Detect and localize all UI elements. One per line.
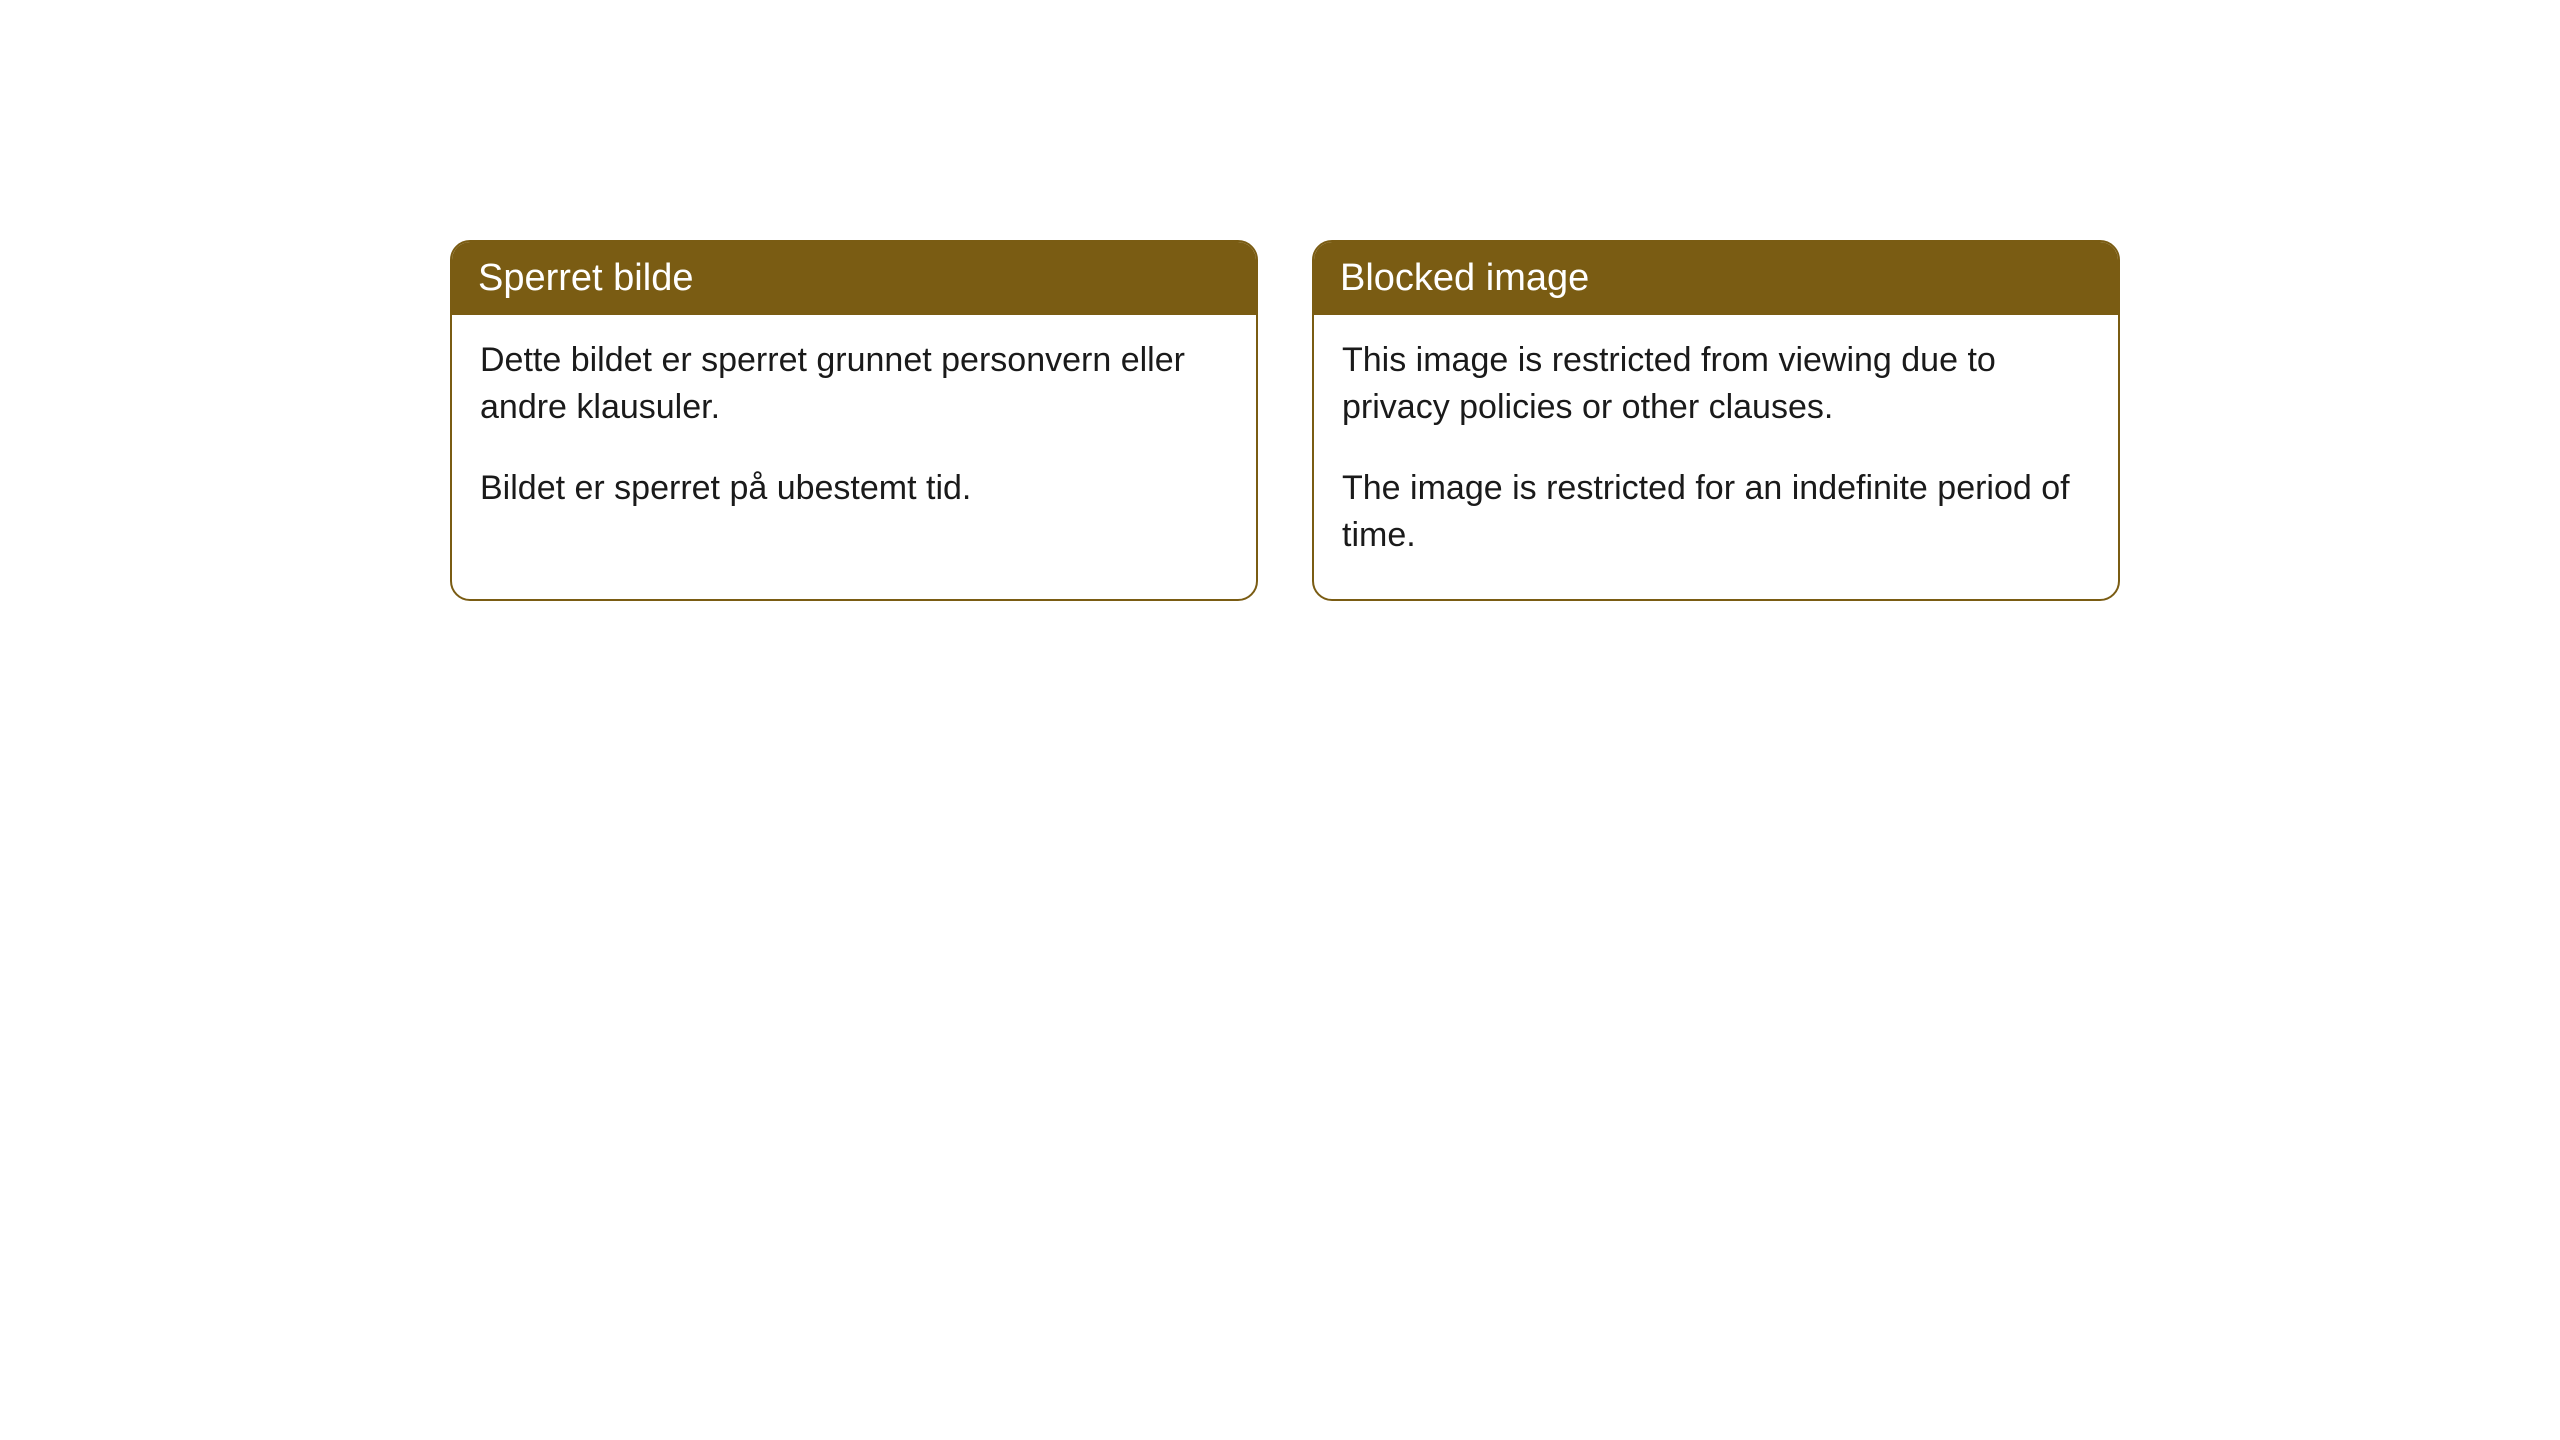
notice-header: Blocked image: [1314, 242, 2118, 315]
notice-container: Sperret bilde Dette bildet er sperret gr…: [450, 240, 2120, 601]
notice-paragraph: Dette bildet er sperret grunnet personve…: [480, 337, 1228, 431]
notice-body: Dette bildet er sperret grunnet personve…: [452, 315, 1256, 552]
notice-card-english: Blocked image This image is restricted f…: [1312, 240, 2120, 601]
notice-paragraph: This image is restricted from viewing du…: [1342, 337, 2090, 431]
notice-title: Blocked image: [1340, 257, 1589, 299]
notice-card-norwegian: Sperret bilde Dette bildet er sperret gr…: [450, 240, 1258, 601]
notice-header: Sperret bilde: [452, 242, 1256, 315]
notice-paragraph: The image is restricted for an indefinit…: [1342, 465, 2090, 559]
notice-title: Sperret bilde: [478, 257, 693, 299]
notice-paragraph: Bildet er sperret på ubestemt tid.: [480, 465, 1228, 512]
notice-body: This image is restricted from viewing du…: [1314, 315, 2118, 599]
